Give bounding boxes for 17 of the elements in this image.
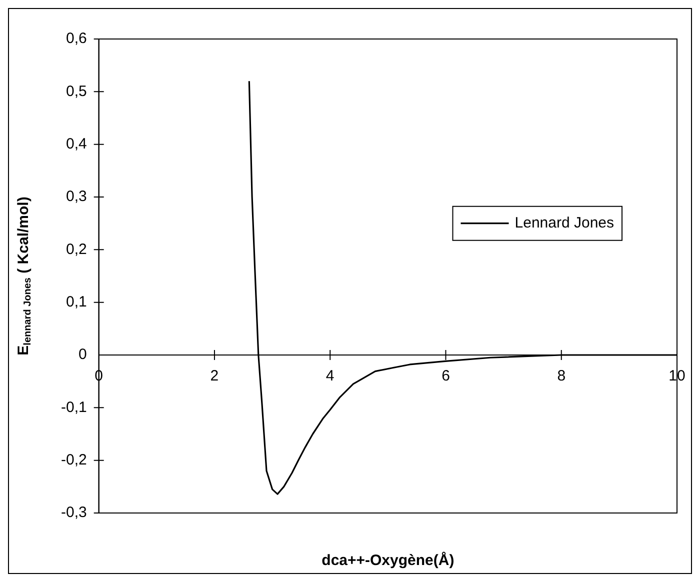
y-tick-label: -0,2	[60, 451, 87, 468]
y-tick-label: -0,3	[60, 504, 87, 522]
x-axis-title: dca++-Oxygène(Å)	[322, 551, 454, 570]
legend-label: Lennard Jones	[514, 214, 614, 232]
y-tick-label: 0,4	[66, 135, 87, 152]
x-tick-label: 6	[442, 368, 450, 385]
y-tick-label: 0	[78, 346, 87, 364]
y-tick-label: 0,3	[66, 188, 87, 206]
y-axis-title: Elennard Jones ( Kcal/mol)	[14, 196, 34, 356]
x-tick-label: 2	[210, 368, 219, 385]
y-tick-label: -0,1	[60, 398, 87, 416]
x-tick-label: 8	[557, 368, 566, 385]
y-tick-label: 0,1	[66, 293, 87, 310]
y-tick-label: 0,6	[66, 30, 87, 48]
y-tick-label: 0,5	[66, 82, 87, 100]
y-tick-label: 0,2	[66, 240, 87, 258]
x-tick-label: 4	[326, 368, 334, 385]
